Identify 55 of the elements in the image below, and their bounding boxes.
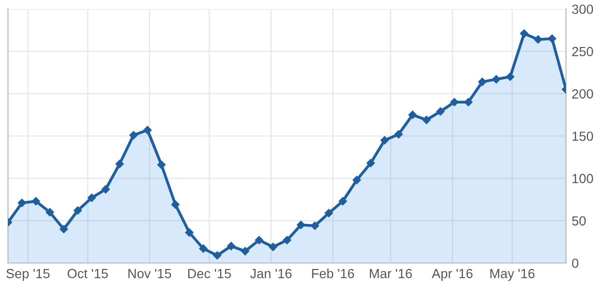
point — [450, 98, 459, 106]
point — [296, 220, 306, 230]
point — [115, 160, 124, 168]
point — [338, 197, 347, 206]
point — [199, 244, 208, 253]
x-tick-label: Oct '15 — [68, 268, 108, 278]
point — [478, 78, 486, 86]
x-tick-label: Dec '15 — [188, 269, 231, 278]
point — [129, 131, 138, 140]
point — [324, 208, 333, 218]
point — [464, 98, 472, 106]
point — [143, 126, 152, 134]
point — [380, 136, 389, 144]
point — [436, 107, 445, 116]
point — [32, 197, 40, 206]
point — [185, 228, 194, 237]
point — [74, 206, 82, 215]
point — [213, 251, 222, 260]
point — [366, 158, 375, 168]
x-tick-label: Feb '16 — [312, 268, 354, 278]
point — [422, 116, 431, 124]
y-tick-label: 250 — [572, 46, 594, 56]
y-tick-label: 0 — [572, 258, 578, 268]
point — [268, 242, 278, 252]
y-tick-label: 100 — [572, 174, 594, 184]
point — [171, 200, 180, 209]
point — [46, 208, 54, 216]
point — [157, 160, 166, 169]
point — [282, 236, 292, 244]
point — [310, 222, 320, 230]
point — [534, 35, 542, 44]
point — [520, 29, 528, 38]
x-tick-label: Sep '15 — [6, 268, 50, 281]
y-tick-label: 200 — [572, 89, 594, 99]
point — [102, 185, 110, 194]
point — [506, 72, 514, 81]
y-tick-label: 150 — [572, 132, 594, 141]
x-tick-label: Mar '16 — [370, 268, 412, 278]
point — [352, 176, 361, 184]
x-tick-label: May '16 — [490, 268, 535, 281]
point — [492, 75, 500, 84]
point — [60, 225, 68, 234]
point — [227, 242, 236, 250]
point — [18, 198, 26, 208]
x-tick-label: Nov '15 — [128, 269, 172, 278]
point — [241, 247, 250, 256]
x-tick-label: Apr '16 — [432, 268, 473, 281]
point — [254, 236, 264, 244]
point — [408, 110, 417, 119]
x-tick-label: Jan '16 — [250, 268, 292, 278]
y-tick-label: 50 — [572, 216, 586, 226]
point — [548, 34, 556, 43]
point — [88, 194, 96, 202]
y-tick-label: 300 — [572, 4, 594, 14]
point — [394, 130, 403, 138]
